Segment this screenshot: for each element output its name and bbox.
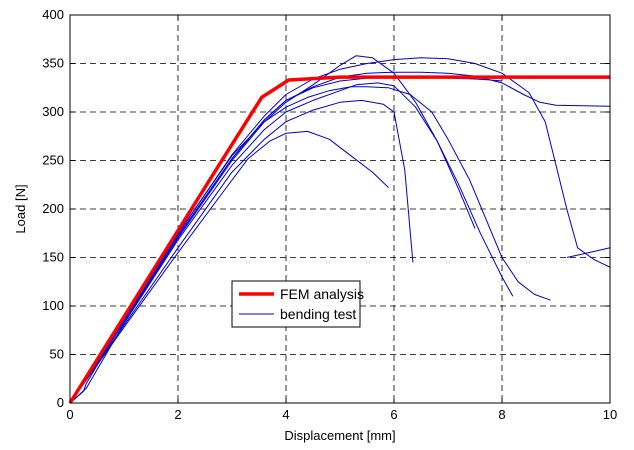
y-tick-label: 300 — [42, 104, 64, 119]
x-tick-label: 4 — [282, 407, 289, 422]
bending-test-curve-5 — [69, 55, 476, 404]
y-tick-label: 350 — [42, 56, 64, 71]
y-tick-label: 150 — [42, 250, 64, 265]
y-tick-label: 50 — [50, 347, 64, 362]
x-tick-label: 2 — [174, 407, 181, 422]
bending-test-curve-6 — [69, 71, 611, 404]
y-tick-label: 400 — [42, 7, 64, 22]
y-axis-label: Load [N] — [13, 184, 28, 233]
legend-label-fem: FEM analysis — [280, 286, 364, 302]
fem-analysis-line — [68, 75, 610, 404]
bending-test-curve-3 — [69, 130, 389, 404]
bending-test-curve-1 — [69, 82, 514, 404]
bending-test-curve-7 — [69, 57, 611, 404]
x-tick-label: 8 — [498, 407, 505, 422]
bending-test-curve-2 — [69, 99, 414, 404]
x-axis-label: Displacement [mm] — [284, 428, 395, 443]
legend: FEM analysis bending test — [231, 280, 364, 328]
y-tick-label: 0 — [57, 395, 64, 410]
legend-box — [231, 280, 361, 328]
fem-analysis-curve — [68, 75, 610, 404]
x-tick-label: 6 — [390, 407, 397, 422]
y-tick-label: 250 — [42, 153, 64, 168]
x-tick-label: 10 — [603, 407, 617, 422]
bending-test-curve-8 — [566, 247, 611, 258]
y-tick-label: 200 — [42, 201, 64, 216]
legend-label-test: bending test — [280, 306, 356, 322]
y-tick-label: 100 — [42, 298, 64, 313]
x-tick-label: 0 — [66, 407, 73, 422]
